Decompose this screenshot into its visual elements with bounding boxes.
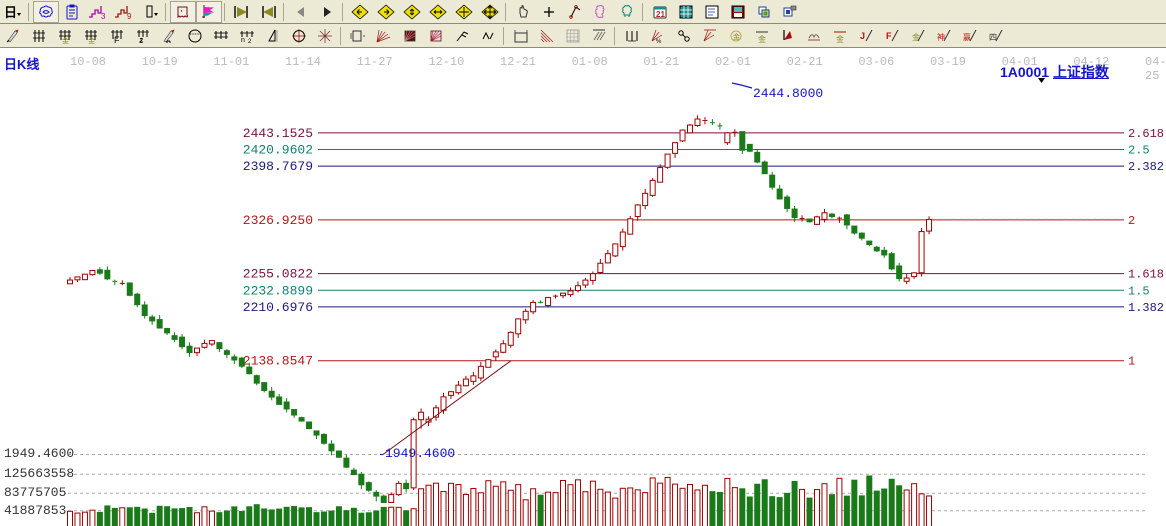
svg-text:2443.1525: 2443.1525: [243, 126, 313, 141]
svg-text:1.618: 1.618: [1128, 268, 1164, 282]
svg-text:金: 金: [836, 34, 844, 44]
svg-text:n: n: [241, 37, 245, 44]
svg-text:2255.0822: 2255.0822: [243, 267, 313, 282]
svg-text:21: 21: [656, 10, 665, 19]
svg-text:金: 金: [88, 36, 95, 44]
svg-text:F: F: [114, 35, 120, 44]
svg-text:1.5: 1.5: [1128, 284, 1150, 298]
svg-text:2232.8899: 2232.8899: [243, 283, 313, 298]
svg-text:9: 9: [127, 12, 132, 20]
svg-text:2420.9602: 2420.9602: [243, 142, 313, 157]
svg-text:2.382: 2.382: [1128, 160, 1164, 174]
svg-text:2.5: 2.5: [1128, 143, 1150, 157]
svg-text:2: 2: [1128, 214, 1135, 228]
svg-text:3: 3: [101, 12, 106, 20]
svg-text:1.382: 1.382: [1128, 301, 1164, 315]
svg-text:J: J: [860, 31, 865, 41]
svg-text:2.618: 2.618: [1128, 127, 1164, 141]
svg-text:2398.7679: 2398.7679: [243, 159, 313, 174]
svg-text:金: 金: [62, 36, 69, 44]
svg-text:1: 1: [1128, 355, 1135, 369]
svg-text:2210.6976: 2210.6976: [243, 300, 313, 315]
svg-text:2138.8547: 2138.8547: [243, 354, 313, 369]
svg-text:2: 2: [248, 39, 252, 44]
svg-text:金: 金: [733, 32, 740, 41]
svg-text:%: %: [656, 39, 662, 44]
svg-text:F: F: [886, 31, 892, 41]
svg-text:2326.9250: 2326.9250: [243, 213, 313, 228]
svg-text:金: 金: [758, 34, 766, 44]
svg-text:日: 日: [4, 5, 17, 20]
